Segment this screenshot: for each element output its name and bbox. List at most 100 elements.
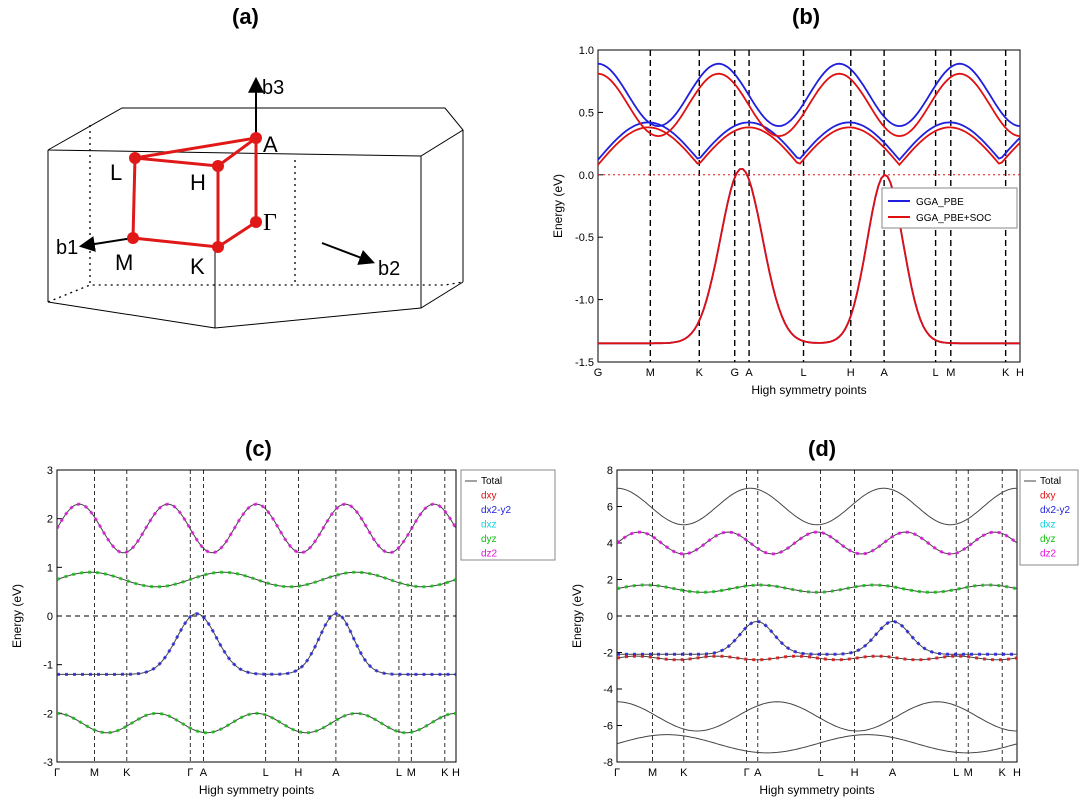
legend-label: dxy bbox=[1040, 491, 1056, 502]
bz-axis-b2: b2 bbox=[378, 258, 400, 280]
bz-axis-b1: b1 bbox=[56, 237, 78, 259]
y-tick-label: 2 bbox=[47, 514, 53, 526]
y-tick-label: 3 bbox=[47, 465, 53, 477]
x-tick-label: H bbox=[847, 367, 855, 379]
legend-label: dxz bbox=[481, 520, 497, 531]
bz-label-M: M bbox=[115, 250, 133, 275]
legend: Total dxy dx2-y2 dxz dyz dz2 bbox=[1019, 469, 1079, 566]
band-curve-projected bbox=[617, 619, 1017, 656]
band-curve-projected bbox=[57, 502, 456, 555]
x-tick-label: L bbox=[800, 367, 806, 379]
x-tick-label: H bbox=[851, 767, 859, 779]
x-tick-label: Γ bbox=[187, 767, 193, 779]
y-tick-label: 0 bbox=[607, 611, 613, 623]
y-tick-label: -0.5 bbox=[575, 232, 594, 244]
x-tick-label: L bbox=[396, 767, 402, 779]
band-curve-total bbox=[617, 620, 1017, 655]
x-tick-label: A bbox=[754, 767, 762, 779]
bz-label-H: H bbox=[190, 170, 206, 195]
y-tick-label: 1.0 bbox=[579, 45, 594, 57]
band-curve-projected bbox=[57, 612, 456, 676]
band-lines bbox=[598, 62, 1020, 345]
x-tick-label: M bbox=[90, 767, 99, 779]
x-tick-label: M bbox=[964, 767, 973, 779]
legend-label: dz2 bbox=[481, 549, 498, 560]
band-curve-total bbox=[57, 503, 456, 554]
legend-label: dxz bbox=[1040, 520, 1056, 531]
x-tick-label: H bbox=[294, 767, 302, 779]
band-curve-projected bbox=[617, 583, 1017, 594]
y-tick-label: 6 bbox=[607, 502, 613, 514]
x-tick-label: K bbox=[696, 367, 704, 379]
x-tick-label: K bbox=[999, 767, 1007, 779]
band-curve-soc bbox=[598, 126, 1020, 167]
panel-label-d: (d) bbox=[808, 436, 837, 461]
y-axis-title: Energy (eV) bbox=[551, 174, 565, 238]
y-axis-title: Energy (eV) bbox=[570, 584, 584, 648]
y-tick-label: -1.0 bbox=[575, 295, 594, 307]
x-tick-label: A bbox=[889, 767, 897, 779]
band-curve-projected bbox=[617, 530, 1017, 556]
x-tick-label: M bbox=[648, 767, 657, 779]
x-tick-label: H bbox=[452, 767, 460, 779]
x-tick-label: K bbox=[680, 767, 688, 779]
legend: GGA_PBE GGA_PBE+SOC bbox=[881, 187, 1018, 229]
band-curve-pbe bbox=[598, 62, 1020, 128]
band-curve-total bbox=[617, 701, 1017, 732]
y-tick-label: -8 bbox=[603, 757, 613, 769]
x-tick-label: A bbox=[200, 767, 208, 779]
bz-point-H bbox=[212, 160, 224, 172]
y-tick-label: -6 bbox=[603, 721, 613, 733]
legend-box bbox=[1019, 469, 1079, 566]
panel-label-a: (a) bbox=[232, 4, 259, 29]
legend-label: GGA_PBE bbox=[916, 197, 964, 208]
panel-label-b: (b) bbox=[792, 4, 821, 29]
bz-label-Gamma: Γ bbox=[263, 210, 277, 236]
x-tick-label: H bbox=[1016, 367, 1024, 379]
band-curve-projected bbox=[57, 711, 456, 735]
y-tick-label: -3 bbox=[43, 757, 53, 769]
panel-label-c: (c) bbox=[245, 436, 272, 461]
y-tick-label: -2 bbox=[43, 708, 53, 720]
y-tick-label: 8 bbox=[607, 465, 613, 477]
x-tick-label: Γ bbox=[744, 767, 750, 779]
x-tick-label: K bbox=[1002, 367, 1010, 379]
x-tick-label: M bbox=[407, 767, 416, 779]
legend-label: Total bbox=[1040, 476, 1061, 487]
band-curve-total bbox=[57, 613, 456, 675]
band-lines bbox=[57, 502, 456, 735]
band-curve-total bbox=[617, 487, 1017, 526]
y-tick-label: 0 bbox=[47, 611, 53, 623]
bz-point-M bbox=[127, 232, 139, 244]
x-tick-label: G bbox=[730, 367, 739, 379]
band-curve-total bbox=[617, 734, 1017, 754]
y-tick-label: 0.5 bbox=[579, 107, 594, 119]
y-axis-title: Energy (eV) bbox=[10, 584, 24, 648]
x-tick-label: L bbox=[933, 367, 939, 379]
bz-point-L bbox=[129, 152, 141, 164]
x-tick-label: K bbox=[441, 767, 449, 779]
y-tick-label: -4 bbox=[603, 684, 613, 696]
legend-label: dxy bbox=[481, 491, 497, 502]
y-tick-label: -1 bbox=[43, 660, 53, 672]
legend-label: dz2 bbox=[1040, 549, 1057, 560]
y-tick-label: 1 bbox=[47, 562, 53, 574]
x-tick-label: L bbox=[953, 767, 959, 779]
legend: Total dxy dx2-y2 dxz dyz dz2 bbox=[460, 469, 556, 561]
legend-label: dx2-y2 bbox=[1040, 505, 1070, 516]
bz-label-A: A bbox=[263, 132, 278, 157]
band-curve-projected bbox=[617, 654, 1017, 662]
legend-label: dyz bbox=[481, 534, 497, 545]
x-tick-label: A bbox=[332, 767, 340, 779]
brillouin-zone-diagram: b3 b1 b2 A L H Γ M K bbox=[47, 76, 464, 329]
x-axis-title: High symmetry points bbox=[759, 783, 874, 797]
legend-box bbox=[881, 187, 1018, 229]
band-curve-soc bbox=[598, 72, 1020, 138]
bz-point-Gamma bbox=[250, 216, 262, 228]
legend-label: GGA_PBE+SOC bbox=[916, 213, 991, 224]
legend-label: dyz bbox=[1040, 534, 1056, 545]
legend-label: Total bbox=[481, 476, 502, 487]
